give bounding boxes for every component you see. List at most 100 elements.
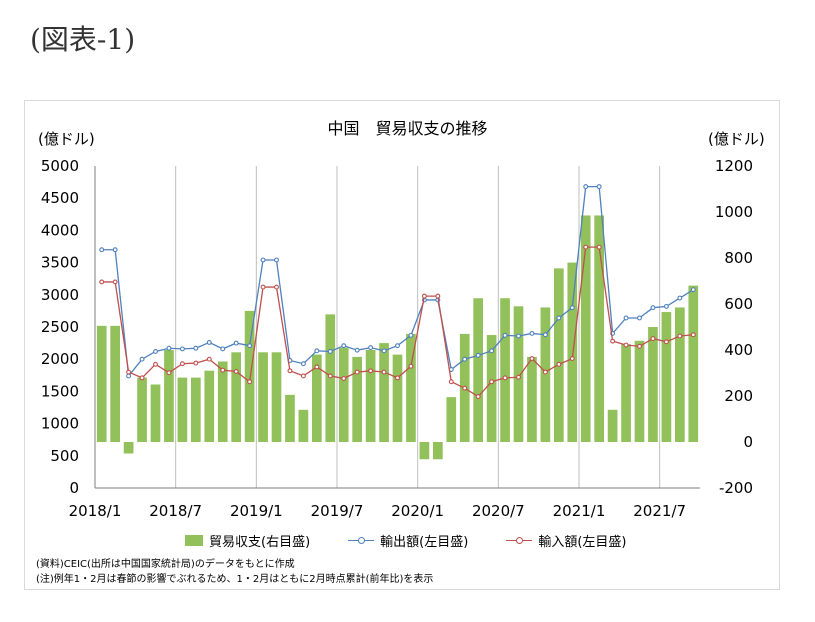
balance-bar bbox=[648, 327, 658, 442]
note-remark: (注)例年1・2月は春節の影響でぶれるため、1・2月はともに2月時点累計(前年比… bbox=[36, 574, 434, 585]
exports-point bbox=[502, 332, 508, 338]
balance-bar bbox=[634, 340, 645, 442]
imports-point bbox=[489, 379, 495, 385]
exports-point bbox=[300, 361, 306, 367]
imports-point bbox=[287, 368, 293, 374]
balance-bar bbox=[500, 298, 510, 442]
imports-point bbox=[623, 342, 629, 348]
balance-bar bbox=[285, 394, 295, 442]
balance-bar bbox=[258, 352, 268, 442]
legend-label-imports: 輸入額(左目盛) bbox=[538, 535, 627, 550]
exports-point bbox=[126, 373, 132, 379]
legend-swatch-balance bbox=[185, 535, 203, 546]
imports-point bbox=[596, 244, 602, 250]
imports-point bbox=[206, 356, 212, 362]
imports-point bbox=[99, 279, 105, 285]
exports-point bbox=[220, 346, 226, 352]
imports-point bbox=[516, 374, 521, 380]
imports-point bbox=[650, 336, 656, 342]
imports-point bbox=[126, 369, 132, 375]
legend-label-balance: 貿易収支(右目盛) bbox=[209, 535, 311, 550]
exports-point bbox=[408, 332, 414, 338]
exports-point bbox=[247, 343, 253, 349]
balance-bar bbox=[553, 268, 564, 442]
imports-point bbox=[381, 369, 387, 375]
imports-point bbox=[448, 379, 454, 385]
legend-item-balance: 貿易収支(右目盛) bbox=[185, 531, 310, 550]
balance-bar bbox=[473, 298, 484, 442]
chart-title: 中国 貿易収支の推移 bbox=[327, 119, 488, 138]
imports-point bbox=[583, 244, 589, 250]
imports-point bbox=[408, 363, 414, 369]
exports-point bbox=[233, 340, 239, 346]
exports-point bbox=[327, 349, 333, 354]
imports-point bbox=[179, 361, 185, 367]
left-axis-unit: (億ドル) bbox=[38, 130, 95, 148]
x-tick-label: 2018/1 bbox=[69, 502, 122, 520]
exports-point bbox=[650, 305, 656, 311]
imports-point bbox=[421, 293, 427, 299]
exports-point bbox=[569, 305, 575, 311]
imports-point bbox=[368, 368, 374, 374]
balance-bar bbox=[204, 370, 215, 442]
legend: 貿易収支(右目盛) 輸出額(左目盛) 輸入額(左目盛) bbox=[185, 531, 626, 550]
exports-point bbox=[637, 315, 642, 321]
exports-point bbox=[166, 345, 172, 351]
balance-bar bbox=[688, 285, 699, 442]
notes: (資料)CEIC(出所は中国国家統計局)のデータをもとに作成 (注)例年1・2月… bbox=[36, 557, 433, 587]
x-tick-label: 2021/7 bbox=[633, 502, 686, 520]
imports-point bbox=[314, 364, 320, 370]
x-tick-label: 2020/7 bbox=[472, 502, 525, 520]
right-axis-unit: (億ドル) bbox=[708, 130, 765, 148]
balance-bar bbox=[567, 262, 578, 442]
balance-bar bbox=[244, 310, 255, 442]
right-tick-label: 400 bbox=[724, 341, 753, 359]
balance-bar bbox=[486, 335, 497, 442]
x-tick-label: 2021/1 bbox=[553, 502, 606, 520]
imports-point bbox=[354, 369, 360, 375]
right-tick-label: 800 bbox=[724, 249, 753, 267]
imports-point bbox=[327, 373, 333, 379]
imports-point bbox=[166, 370, 172, 376]
imports-point bbox=[542, 369, 548, 375]
left-tick-label: 3000 bbox=[41, 286, 79, 304]
balance-bar bbox=[365, 350, 376, 442]
left-tick-label: 3500 bbox=[41, 254, 79, 272]
exports-point bbox=[112, 247, 118, 253]
exports-point bbox=[354, 347, 360, 353]
exports-point bbox=[475, 352, 481, 358]
balance-bar bbox=[432, 442, 443, 460]
balance-bar bbox=[661, 312, 672, 442]
imports-point bbox=[569, 356, 575, 362]
exports-point bbox=[489, 348, 495, 354]
exports-point bbox=[677, 295, 683, 301]
exports-point bbox=[583, 184, 589, 190]
balance-bar bbox=[150, 384, 161, 442]
imports-point bbox=[435, 293, 441, 299]
left-tick-label: 4500 bbox=[41, 189, 79, 207]
x-tick-label: 2019/7 bbox=[311, 502, 364, 520]
balance-bar bbox=[674, 307, 685, 442]
balance-bar bbox=[177, 377, 188, 442]
left-tick-label: 0 bbox=[69, 479, 79, 497]
x-tick-label: 2020/1 bbox=[391, 502, 444, 520]
exports-point bbox=[368, 345, 374, 351]
left-tick-label: 1000 bbox=[41, 415, 79, 433]
imports-point bbox=[233, 368, 239, 374]
imports-point bbox=[462, 385, 468, 391]
right-tick-label: 200 bbox=[724, 387, 753, 405]
imports-point bbox=[475, 394, 481, 400]
exports-point bbox=[193, 345, 199, 351]
balance-bar bbox=[164, 350, 174, 442]
imports-point bbox=[690, 332, 696, 338]
exports-point bbox=[623, 315, 629, 321]
exports-point bbox=[274, 257, 279, 263]
imports-point bbox=[260, 284, 266, 290]
balance-bar bbox=[338, 347, 349, 442]
chart-frame bbox=[24, 100, 780, 590]
imports-point bbox=[220, 367, 226, 373]
right-tick-label: 1200 bbox=[715, 157, 753, 175]
imports-point bbox=[395, 375, 400, 381]
right-tick-label: 0 bbox=[743, 433, 753, 451]
balance-bar bbox=[110, 325, 121, 442]
